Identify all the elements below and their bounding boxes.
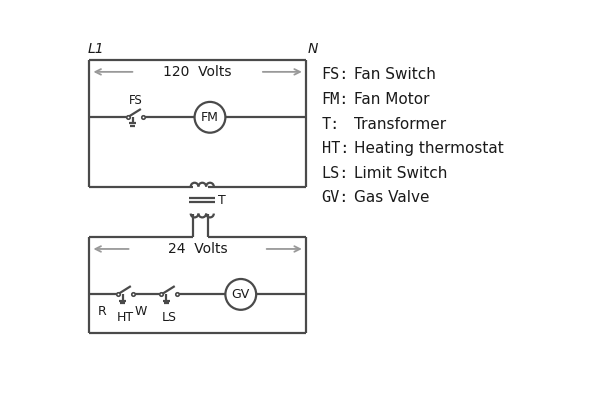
Text: GV: GV bbox=[232, 288, 250, 301]
Text: LS: LS bbox=[162, 311, 176, 324]
Text: FM: FM bbox=[201, 111, 219, 124]
Text: W: W bbox=[135, 305, 147, 318]
Text: Fan Switch: Fan Switch bbox=[354, 67, 436, 82]
Text: HT: HT bbox=[117, 311, 134, 324]
Text: 120  Volts: 120 Volts bbox=[163, 65, 232, 79]
Text: Fan Motor: Fan Motor bbox=[354, 92, 430, 107]
Text: Heating thermostat: Heating thermostat bbox=[354, 141, 504, 156]
Text: Limit Switch: Limit Switch bbox=[354, 166, 447, 181]
Text: R: R bbox=[98, 305, 107, 318]
Text: T: T bbox=[218, 194, 225, 206]
Text: GV:: GV: bbox=[322, 190, 349, 206]
Text: L1: L1 bbox=[87, 42, 104, 56]
Text: N: N bbox=[308, 42, 318, 56]
Text: FS: FS bbox=[129, 94, 143, 106]
Text: Gas Valve: Gas Valve bbox=[354, 190, 430, 206]
Text: T:: T: bbox=[322, 116, 340, 132]
Text: FM:: FM: bbox=[322, 92, 349, 107]
Text: 24  Volts: 24 Volts bbox=[168, 242, 228, 256]
Text: Transformer: Transformer bbox=[354, 116, 446, 132]
Text: LS:: LS: bbox=[322, 166, 349, 181]
Text: FS:: FS: bbox=[322, 67, 349, 82]
Text: HT:: HT: bbox=[322, 141, 349, 156]
